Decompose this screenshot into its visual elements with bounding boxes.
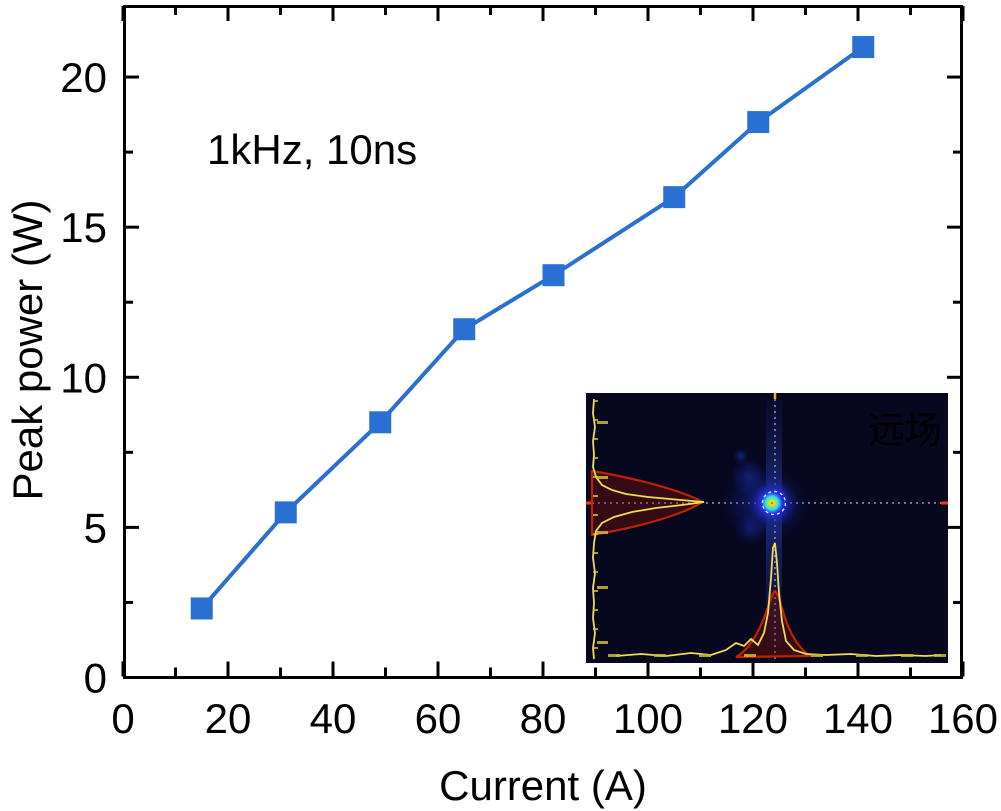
inset-bottom-scale-mark [811, 654, 823, 657]
x-tick-label: 100 [613, 695, 683, 742]
inset-bottom-scale-mark [699, 654, 711, 657]
x-tick-label: 40 [310, 695, 357, 742]
inset-label: 远场 [868, 410, 942, 451]
data-point-marker [852, 36, 875, 59]
annotation-text: 1kHz, 10ns [207, 126, 417, 173]
data-point-marker [274, 501, 297, 524]
inset-bottom-scale-mark [654, 654, 666, 657]
inset-bottom-scale-mark [608, 654, 620, 657]
inset-bottom-scale-mark [744, 654, 756, 657]
x-tick-label: 20 [205, 695, 252, 742]
x-axis-title: Current (A) [439, 762, 647, 809]
inset-left-scale-mark [597, 421, 608, 424]
data-point-marker [190, 597, 213, 620]
series-line [200, 45, 865, 610]
x-tick-label: 160 [928, 695, 998, 742]
data-point-marker [747, 111, 770, 134]
x-tick-label: 120 [718, 695, 788, 742]
beam-spot [746, 477, 798, 529]
x-tick-label: 140 [823, 695, 893, 742]
inset-bottom-scale-mark [856, 654, 868, 657]
x-tick-label: 80 [520, 695, 567, 742]
x-tick-label: 0 [111, 695, 134, 742]
y-axis-title: Peak power (W) [4, 199, 51, 500]
data-point-marker [663, 186, 686, 209]
y-tick-label: 10 [60, 354, 107, 401]
left-profile-data-curve [592, 398, 705, 660]
bottom-profile-data-curve [615, 542, 942, 657]
y-tick-label: 15 [60, 204, 107, 251]
data-point-marker [542, 264, 565, 287]
data-point-marker [369, 411, 392, 434]
y-tick-label: 0 [84, 655, 107, 702]
inset-left-scale-mark [597, 586, 608, 589]
beam-aperture-circle [761, 490, 787, 516]
inset-left-scale-mark [597, 531, 608, 534]
inset-bottom-scale-mark [934, 654, 946, 657]
beam-side-lobe [733, 448, 749, 464]
inset-left-scale-mark [597, 476, 608, 479]
data-point-marker [453, 318, 476, 341]
inset-left-scale-mark [597, 641, 608, 644]
y-tick-label: 20 [60, 54, 107, 101]
axis-ticks: 0 20 40 60 80 100 120 140 160 0 5 10 15 20 [60, 6, 998, 742]
bottom-profile-fit-curve [735, 589, 814, 659]
inset-bottom-scale-mark [901, 654, 913, 657]
inset-ruler-ticks [593, 400, 946, 657]
data-series [190, 36, 875, 620]
x-tick-label: 60 [415, 695, 462, 742]
y-tick-label: 5 [84, 504, 107, 551]
far-field-inset: 远场 [586, 393, 948, 663]
